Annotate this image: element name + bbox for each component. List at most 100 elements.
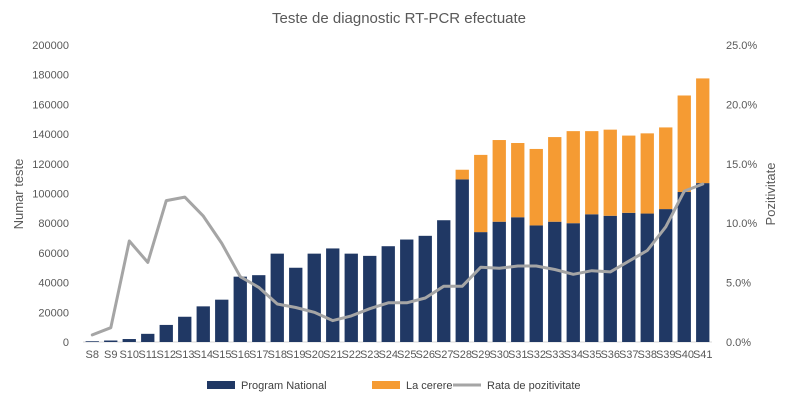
bar-program-national bbox=[233, 276, 247, 342]
bar-program-national bbox=[696, 183, 710, 342]
bar-program-national bbox=[492, 221, 506, 342]
x-tick-label: S19 bbox=[286, 349, 306, 361]
right-tick-label: 5.0% bbox=[726, 278, 751, 290]
x-tick-label: S40 bbox=[674, 349, 694, 361]
x-tick-label: S32 bbox=[526, 349, 546, 361]
left-tick-label: 120000 bbox=[32, 159, 69, 171]
bar-la-cerere bbox=[529, 148, 543, 226]
left-tick-label: 40000 bbox=[38, 278, 69, 290]
x-tick-label: S26 bbox=[415, 349, 435, 361]
bar-program-national bbox=[418, 235, 432, 342]
bar-la-cerere bbox=[622, 135, 636, 213]
bar-la-cerere bbox=[511, 143, 525, 218]
bar-program-national bbox=[677, 192, 691, 342]
x-tick-label: S34 bbox=[563, 349, 583, 361]
x-tick-label: S15 bbox=[212, 349, 232, 361]
bar-program-national bbox=[344, 253, 358, 342]
bar-la-cerere bbox=[585, 131, 599, 215]
legend-label: La cerere bbox=[406, 380, 452, 392]
left-tick-label: 160000 bbox=[32, 99, 69, 111]
x-tick-label: S14 bbox=[193, 349, 213, 361]
bar-program-national bbox=[455, 179, 469, 342]
x-tick-label: S11 bbox=[138, 349, 157, 361]
bar-program-national bbox=[603, 215, 617, 342]
bar-program-national bbox=[270, 253, 284, 342]
x-tick-label: S24 bbox=[378, 349, 398, 361]
bar-program-national bbox=[659, 209, 673, 342]
bar-program-national bbox=[85, 341, 99, 342]
bar-program-national bbox=[141, 333, 155, 342]
x-tick-label: S25 bbox=[397, 349, 417, 361]
bar-program-national bbox=[529, 225, 543, 342]
bar-la-cerere bbox=[548, 137, 562, 222]
bar-program-national bbox=[437, 220, 451, 342]
left-tick-label: 200000 bbox=[32, 40, 69, 52]
x-tick-label: S22 bbox=[341, 349, 361, 361]
bar-program-national bbox=[548, 221, 562, 342]
x-tick-label: S31 bbox=[508, 349, 528, 361]
legend-item: La cerere bbox=[372, 380, 452, 392]
left-tick-label: 20000 bbox=[38, 307, 69, 319]
left-tick-label: 100000 bbox=[32, 189, 69, 201]
bars bbox=[85, 78, 710, 342]
positivity-line bbox=[90, 182, 705, 337]
bar-program-national bbox=[178, 316, 192, 342]
legend-label: Program National bbox=[241, 380, 327, 392]
x-tick-label: S10 bbox=[119, 349, 139, 361]
bar-la-cerere bbox=[677, 95, 691, 193]
bar-la-cerere bbox=[696, 78, 710, 184]
bar-la-cerere bbox=[455, 169, 469, 180]
x-tick-label: S41 bbox=[693, 349, 713, 361]
x-tick-label: S38 bbox=[637, 349, 657, 361]
right-tick-label: 15.0% bbox=[726, 159, 757, 171]
x-tick-label: S23 bbox=[360, 349, 380, 361]
bar-program-national bbox=[196, 306, 210, 342]
right-tick-label: 0.0% bbox=[726, 337, 751, 349]
bar-program-national bbox=[511, 217, 525, 342]
bar-program-national bbox=[566, 223, 580, 342]
legend-swatch bbox=[372, 381, 400, 389]
x-tick-label: S29 bbox=[471, 349, 491, 361]
bar-program-national bbox=[159, 324, 173, 342]
bar-program-national bbox=[289, 267, 303, 342]
x-axis-ticks: S8 S9 S10 S11 S12S13S14S15S16S17S18S19S20S21… bbox=[86, 349, 713, 361]
bar-la-cerere bbox=[659, 127, 673, 210]
left-axis-ticks: 0 20000 40000 60000 80000 100000 120000 140000 1… bbox=[32, 40, 69, 349]
bar-la-cerere bbox=[640, 133, 654, 214]
bar-program-national bbox=[585, 214, 599, 342]
right-tick-label: 10.0% bbox=[726, 218, 757, 230]
bar-la-cerere bbox=[492, 140, 506, 222]
x-tick-label: S16 bbox=[230, 349, 250, 361]
right-axis-ticks: 0.0% 5.0% 10.0% 15.0% 20.0% 25.0% bbox=[726, 40, 757, 349]
legend-label: Rata de pozitivitate bbox=[487, 380, 581, 392]
left-tick-label: 180000 bbox=[32, 70, 69, 82]
x-tick-label: S28 bbox=[452, 349, 472, 361]
x-tick-label: S13 bbox=[175, 349, 195, 361]
right-tick-label: 25.0% bbox=[726, 40, 757, 52]
positivity-line-layer bbox=[90, 182, 705, 337]
x-tick-label: S9 bbox=[104, 349, 117, 361]
bar-la-cerere bbox=[603, 129, 617, 216]
bar-program-national bbox=[122, 339, 136, 342]
legend: Program National La cerere Rata de pozitiv… bbox=[207, 380, 581, 392]
x-tick-label: S30 bbox=[489, 349, 509, 361]
bar-program-national bbox=[326, 248, 340, 342]
left-axis-title: Numar teste bbox=[11, 159, 26, 230]
x-tick-label: S27 bbox=[434, 349, 454, 361]
legend-item: Program National bbox=[207, 380, 327, 392]
legend-item: Rata de pozitivitate bbox=[453, 380, 581, 392]
bar-la-cerere bbox=[566, 131, 580, 224]
left-tick-label: 0 bbox=[63, 337, 69, 349]
bar-program-national bbox=[307, 253, 321, 342]
left-tick-label: 80000 bbox=[38, 218, 69, 230]
bar-program-national bbox=[640, 213, 654, 342]
left-tick-label: 140000 bbox=[32, 129, 69, 141]
bar-program-national bbox=[381, 246, 395, 342]
bar-program-national bbox=[215, 299, 229, 342]
bar-program-national bbox=[104, 340, 118, 342]
chart-title: Teste de diagnostic RT-PCR efectuate bbox=[272, 10, 526, 27]
x-tick-label: S20 bbox=[304, 349, 324, 361]
bar-program-national bbox=[474, 232, 488, 342]
